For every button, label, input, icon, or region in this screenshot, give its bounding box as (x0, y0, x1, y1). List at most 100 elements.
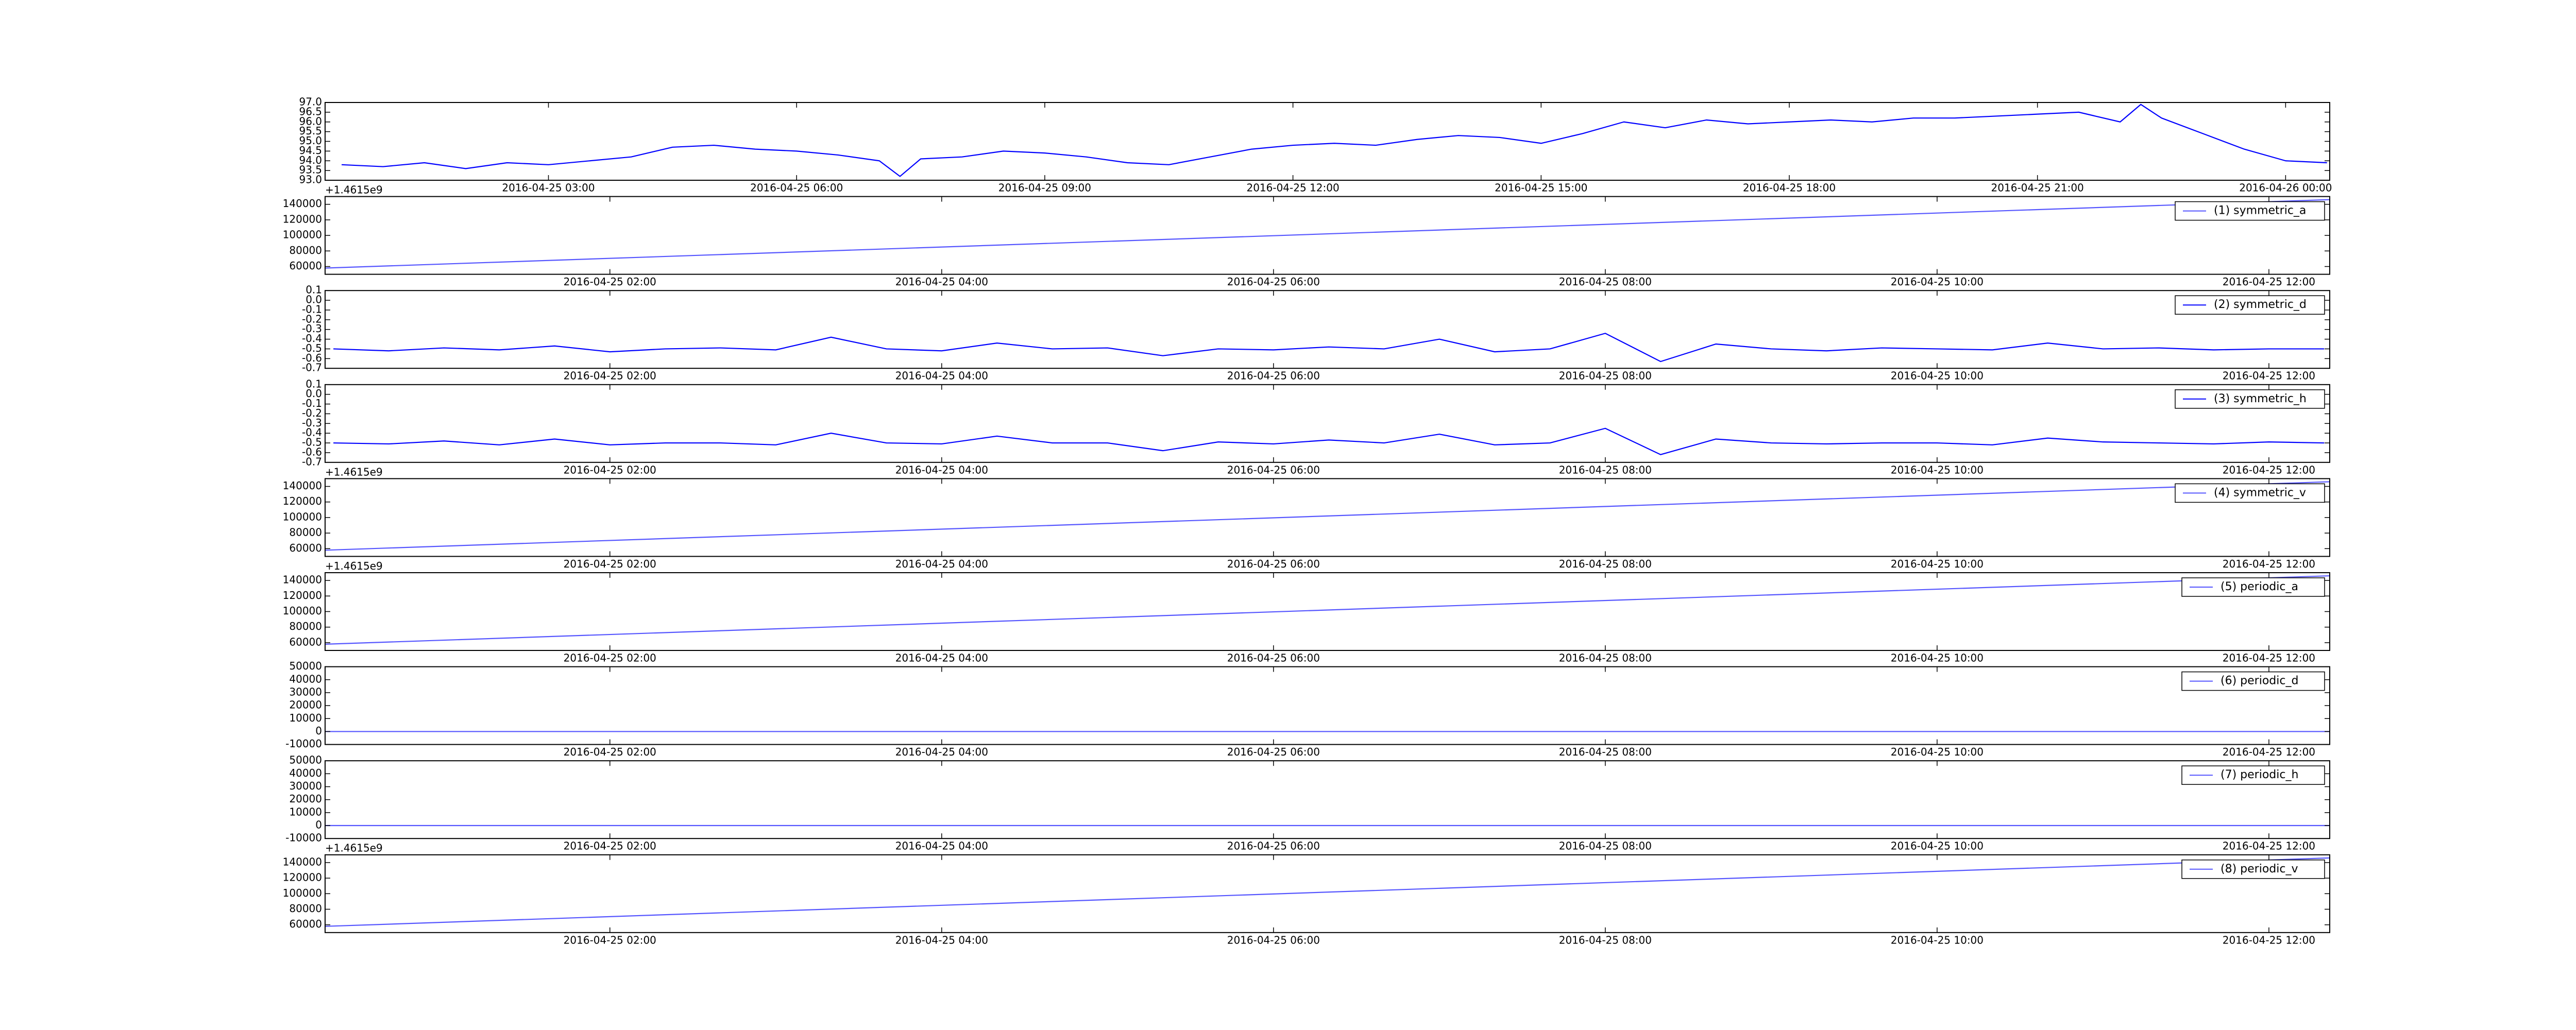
y-tick-label: -0.4 (302, 332, 322, 345)
legend-label: (1) symmetric_a (2214, 204, 2306, 217)
data-line (333, 427, 2325, 455)
y-tick-label: 93.5 (299, 164, 322, 176)
x-tick-label: 2016-04-25 08:00 (1559, 840, 1652, 852)
x-tick-label: 2016-04-25 08:00 (1559, 276, 1652, 288)
x-tick-label: 2016-04-25 08:00 (1559, 464, 1652, 476)
y-tick-label: 80000 (289, 526, 322, 539)
y-tick-label: 40000 (289, 767, 322, 779)
y-tick-label: -0.3 (302, 417, 322, 429)
y-tick-label: 100000 (283, 887, 322, 899)
legend-label: (7) periodic_h (2221, 768, 2298, 781)
axes-frame (325, 854, 2330, 933)
y-tick-label: 0.1 (306, 284, 322, 296)
x-tick-label: 2016-04-25 10:00 (1891, 558, 1984, 570)
x-tick-label: 2016-04-25 06:00 (1227, 746, 1320, 758)
legend-label: (2) symmetric_d (2214, 298, 2307, 311)
offset-text: +1.4615e9 (325, 842, 383, 854)
legend-label: (8) periodic_v (2221, 863, 2298, 876)
offset-text: +1.4615e9 (325, 184, 383, 196)
x-tick-label: 2016-04-25 02:00 (564, 558, 656, 570)
y-tick-label: 20000 (289, 699, 322, 711)
offset-text: +1.4615e9 (325, 466, 383, 478)
y-tick-label: 80000 (289, 244, 322, 256)
x-tick-label: 2016-04-25 04:00 (895, 746, 988, 758)
y-tick-label: 140000 (283, 855, 322, 868)
x-tick-label: 2016-04-25 12:00 (1246, 182, 1339, 194)
x-tick-label: 2016-04-25 06:00 (1227, 276, 1320, 288)
x-tick-label: 2016-04-25 03:00 (502, 182, 595, 194)
data-line (342, 104, 2327, 177)
y-tick-label: -0.1 (302, 303, 322, 315)
y-tick-label: 60000 (289, 918, 322, 930)
x-tick-label: 2016-04-25 10:00 (1891, 370, 1984, 382)
y-tick-label: -0.7 (302, 362, 322, 374)
y-tick-label: 120000 (283, 871, 322, 884)
y-tick-label: 97.0 (299, 96, 322, 108)
legend-label: (5) periodic_a (2221, 580, 2298, 593)
x-tick-label: 2016-04-25 06:00 (1227, 464, 1320, 476)
axes-frame (325, 572, 2330, 651)
y-tick-label: -0.2 (302, 407, 322, 419)
y-tick-label: 140000 (283, 574, 322, 586)
x-tick-label: 2016-04-25 02:00 (564, 840, 656, 852)
x-tick-label: 2016-04-25 10:00 (1891, 934, 1984, 946)
y-tick-label: 30000 (289, 685, 322, 698)
y-tick-label: 96.5 (299, 105, 322, 117)
y-tick-label: 100000 (283, 510, 322, 523)
data-line (325, 481, 2330, 551)
y-tick-label: -0.6 (302, 445, 322, 458)
axes-frame (325, 666, 2330, 745)
y-tick-label: 80000 (289, 620, 322, 632)
axes-frame (325, 196, 2330, 275)
y-tick-label: 0.0 (306, 294, 322, 306)
x-tick-label: 2016-04-25 12:00 (2223, 934, 2315, 946)
y-tick-label: 100000 (283, 229, 322, 241)
y-tick-label: -0.6 (302, 352, 322, 364)
x-tick-label: 2016-04-25 12:00 (2223, 558, 2315, 570)
y-tick-label: -0.5 (302, 342, 322, 354)
y-tick-label: 0 (315, 819, 322, 831)
y-tick-label: 20000 (289, 793, 322, 805)
y-tick-label: 0.0 (306, 387, 322, 400)
axes-frame (325, 760, 2330, 839)
y-tick-label: 40000 (289, 673, 322, 685)
axes-frame (325, 478, 2330, 557)
x-tick-label: 2016-04-25 06:00 (750, 182, 843, 194)
y-tick-label: 60000 (289, 542, 322, 554)
y-tick-label: 0 (315, 725, 322, 737)
x-tick-label: 2016-04-25 04:00 (895, 934, 988, 946)
data-line (325, 199, 2330, 269)
x-tick-label: 2016-04-25 04:00 (895, 558, 988, 570)
legend-box (2181, 765, 2325, 785)
y-tick-label: 120000 (283, 495, 322, 507)
y-tick-label: 50000 (289, 754, 322, 766)
x-tick-label: 2016-04-25 10:00 (1891, 652, 1984, 664)
x-tick-label: 2016-04-25 12:00 (2223, 276, 2315, 288)
y-tick-label: -0.1 (302, 397, 322, 409)
y-tick-label: 100000 (283, 605, 322, 617)
x-tick-label: 2016-04-25 12:00 (2223, 464, 2315, 476)
x-tick-label: 2016-04-25 04:00 (895, 370, 988, 382)
x-tick-label: 2016-04-25 08:00 (1559, 652, 1652, 664)
data-line (325, 857, 2330, 927)
offset-text: +1.4615e9 (325, 560, 383, 572)
x-tick-label: 2016-04-25 04:00 (895, 464, 988, 476)
y-tick-label: 0.1 (306, 377, 322, 390)
y-tick-label: 30000 (289, 780, 322, 792)
x-tick-label: 2016-04-25 02:00 (564, 746, 656, 758)
y-tick-label: 94.5 (299, 144, 322, 157)
y-tick-label: 95.5 (299, 125, 322, 137)
axes-frame (325, 384, 2330, 463)
x-tick-label: 2016-04-26 00:00 (2239, 182, 2332, 194)
y-tick-label: 140000 (283, 479, 322, 492)
x-tick-label: 2016-04-25 06:00 (1227, 934, 1320, 946)
x-tick-label: 2016-04-25 02:00 (564, 652, 656, 664)
x-tick-label: 2016-04-25 02:00 (564, 276, 656, 288)
x-tick-label: 2016-04-25 08:00 (1559, 934, 1652, 946)
x-tick-label: 2016-04-25 06:00 (1227, 840, 1320, 852)
x-tick-label: 2016-04-25 12:00 (2223, 746, 2315, 758)
y-tick-label: -0.4 (302, 426, 322, 439)
x-tick-label: 2016-04-25 12:00 (2223, 370, 2315, 382)
data-line (325, 575, 2330, 645)
